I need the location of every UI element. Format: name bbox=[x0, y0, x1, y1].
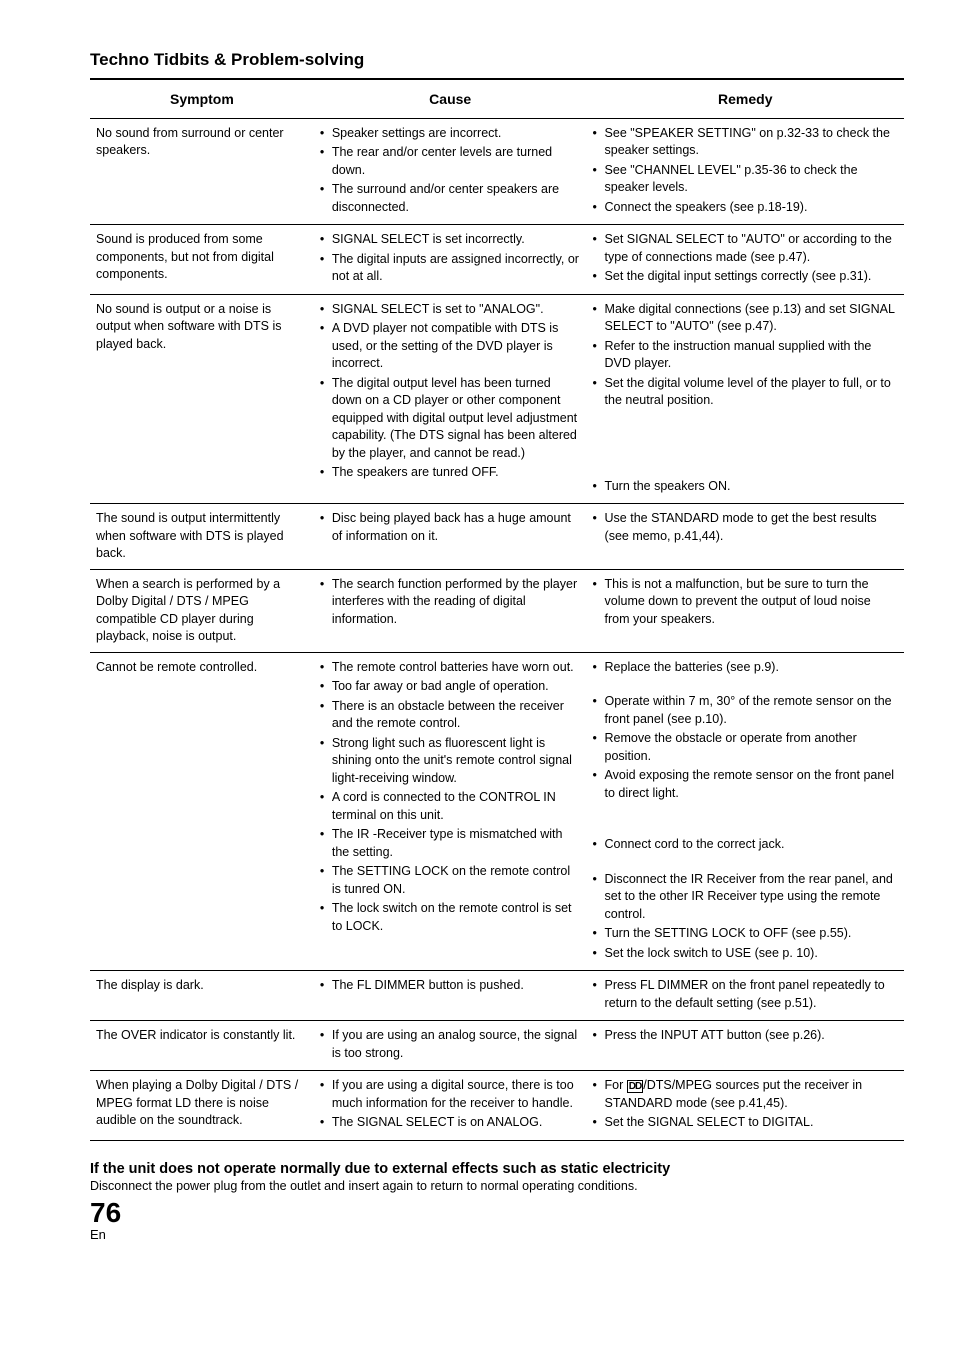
page-number: 76 bbox=[90, 1199, 904, 1227]
troubleshooting-table: Symptom Cause Remedy No sound from surro… bbox=[90, 80, 904, 1141]
list-item: Remove the obstacle or operate from anot… bbox=[593, 730, 898, 765]
list-item: If you are using an analog source, the s… bbox=[320, 1027, 581, 1062]
list-item: Replace the batteries (see p.9). bbox=[593, 659, 898, 677]
list-item: SIGNAL SELECT is set to "ANALOG". bbox=[320, 301, 581, 319]
cause-cell: Speaker settings are incorrect.The rear … bbox=[314, 118, 587, 225]
list-item: For DD/DTS/MPEG sources put the receiver… bbox=[593, 1077, 898, 1112]
list-item: Set the digital volume level of the play… bbox=[593, 375, 898, 410]
symptom-cell: Cannot be remote controlled. bbox=[90, 652, 314, 971]
cause-cell: The search function performed by the pla… bbox=[314, 569, 587, 652]
col-cause: Cause bbox=[314, 80, 587, 118]
list-item: The IR -Receiver type is mismatched with… bbox=[320, 826, 581, 861]
list-item: The SETTING LOCK on the remote control i… bbox=[320, 863, 581, 898]
symptom-cell: When a search is performed by a Dolby Di… bbox=[90, 569, 314, 652]
list-item: Turn the speakers ON. bbox=[593, 478, 898, 496]
list-item: The digital output level has been turned… bbox=[320, 375, 581, 463]
symptom-cell: The display is dark. bbox=[90, 971, 314, 1021]
remedy-cell: See "SPEAKER SETTING" on p.32-33 to chec… bbox=[587, 118, 904, 225]
cause-cell: Disc being played back has a huge amount… bbox=[314, 504, 587, 570]
remedy-cell: Set SIGNAL SELECT to "AUTO" or according… bbox=[587, 225, 904, 295]
remedy-cell: Use the STANDARD mode to get the best re… bbox=[587, 504, 904, 570]
list-item: A cord is connected to the CONTROL IN te… bbox=[320, 789, 581, 824]
col-symptom: Symptom bbox=[90, 80, 314, 118]
list-item: The rear and/or center levels are turned… bbox=[320, 144, 581, 179]
list-item: Speaker settings are incorrect. bbox=[320, 125, 581, 143]
remedy-cell: Press FL DIMMER on the front panel repea… bbox=[587, 971, 904, 1021]
remedy-cell: Replace the batteries (see p.9). Operate … bbox=[587, 652, 904, 971]
list-item: Strong light such as fluorescent light i… bbox=[320, 735, 581, 788]
remedy-cell: This is not a malfunction, but be sure t… bbox=[587, 569, 904, 652]
symptom-cell: The sound is output intermittently when … bbox=[90, 504, 314, 570]
list-item: Avoid exposing the remote sensor on the … bbox=[593, 767, 898, 802]
list-item: A DVD player not compatible with DTS is … bbox=[320, 320, 581, 373]
list-item: The FL DIMMER button is pushed. bbox=[320, 977, 581, 995]
symptom-cell: The OVER indicator is constantly lit. bbox=[90, 1021, 314, 1071]
page-block: 76 En bbox=[90, 1199, 904, 1242]
table-row: Sound is produced from some components, … bbox=[90, 225, 904, 295]
list-item: The digital inputs are assigned incorrec… bbox=[320, 251, 581, 286]
list-item: There is an obstacle between the receive… bbox=[320, 698, 581, 733]
remedy-cell: Make digital connections (see p.13) and … bbox=[587, 294, 904, 504]
footnote-text: Disconnect the power plug from the outle… bbox=[90, 1179, 904, 1193]
section-title: Techno Tidbits & Problem-solving bbox=[90, 50, 904, 80]
list-item: Connect cord to the correct jack. bbox=[593, 836, 898, 854]
list-item: Set SIGNAL SELECT to "AUTO" or according… bbox=[593, 231, 898, 266]
list-item: See "SPEAKER SETTING" on p.32-33 to chec… bbox=[593, 125, 898, 160]
table-row: The display is dark. The FL DIMMER button… bbox=[90, 971, 904, 1021]
symptom-cell: Sound is produced from some components, … bbox=[90, 225, 314, 295]
symptom-cell: No sound from surround or center speaker… bbox=[90, 118, 314, 225]
symptom-cell: When playing a Dolby Digital / DTS / MPE… bbox=[90, 1071, 314, 1141]
col-remedy: Remedy bbox=[587, 80, 904, 118]
cause-cell: SIGNAL SELECT is set incorrectly. The dig… bbox=[314, 225, 587, 295]
list-item: Refer to the instruction manual supplied… bbox=[593, 338, 898, 373]
list-item: Make digital connections (see p.13) and … bbox=[593, 301, 898, 336]
remedy-cell: For DD/DTS/MPEG sources put the receiver… bbox=[587, 1071, 904, 1141]
cause-cell: The FL DIMMER button is pushed. bbox=[314, 971, 587, 1021]
footnote-title: If the unit does not operate normally du… bbox=[90, 1161, 904, 1177]
list-item: Press FL DIMMER on the front panel repea… bbox=[593, 977, 898, 1012]
table-row: The sound is output intermittently when … bbox=[90, 504, 904, 570]
list-item: Press the INPUT ATT button (see p.26). bbox=[593, 1027, 898, 1045]
list-item: This is not a malfunction, but be sure t… bbox=[593, 576, 898, 629]
list-item: The lock switch on the remote control is… bbox=[320, 900, 581, 935]
list-item: Turn the SETTING LOCK to OFF (see p.55). bbox=[593, 925, 898, 943]
table-row: No sound is output or a noise is output … bbox=[90, 294, 904, 504]
list-item: See "CHANNEL LEVEL" p.35-36 to check the… bbox=[593, 162, 898, 197]
cause-cell: SIGNAL SELECT is set to "ANALOG".A DVD p… bbox=[314, 294, 587, 504]
remedy-cell: Press the INPUT ATT button (see p.26). bbox=[587, 1021, 904, 1071]
list-item: Set the lock switch to USE (see p. 10). bbox=[593, 945, 898, 963]
list-item: Use the STANDARD mode to get the best re… bbox=[593, 510, 898, 545]
table-row: No sound from surround or center speaker… bbox=[90, 118, 904, 225]
list-item: Too far away or bad angle of operation. bbox=[320, 678, 581, 696]
table-row: The OVER indicator is constantly lit.If … bbox=[90, 1021, 904, 1071]
list-item: The remote control batteries have worn o… bbox=[320, 659, 581, 677]
dolby-icon: DD bbox=[627, 1080, 643, 1093]
list-item: If you are using a digital source, there… bbox=[320, 1077, 581, 1112]
cause-cell: The remote control batteries have worn o… bbox=[314, 652, 587, 971]
list-item: Set the digital input settings correctly… bbox=[593, 268, 898, 286]
cause-cell: If you are using a digital source, there… bbox=[314, 1071, 587, 1141]
table-row: When playing a Dolby Digital / DTS / MPE… bbox=[90, 1071, 904, 1141]
list-item: The surround and/or center speakers are … bbox=[320, 181, 581, 216]
table-row: Cannot be remote controlled. The remote c… bbox=[90, 652, 904, 971]
list-item: Connect the speakers (see p.18-19). bbox=[593, 199, 898, 217]
list-item: SIGNAL SELECT is set incorrectly. bbox=[320, 231, 581, 249]
list-item: Set the SIGNAL SELECT to DIGITAL. bbox=[593, 1114, 898, 1132]
cause-cell: If you are using an analog source, the s… bbox=[314, 1021, 587, 1071]
symptom-cell: No sound is output or a noise is output … bbox=[90, 294, 314, 504]
list-item: The speakers are tunred OFF. bbox=[320, 464, 581, 482]
list-item: Disc being played back has a huge amount… bbox=[320, 510, 581, 545]
list-item: The SIGNAL SELECT is on ANALOG. bbox=[320, 1114, 581, 1132]
page-lang: En bbox=[90, 1227, 904, 1242]
list-item: Disconnect the IR Receiver from the rear… bbox=[593, 871, 898, 924]
list-item: Operate within 7 m, 30° of the remote se… bbox=[593, 693, 898, 728]
list-item: The search function performed by the pla… bbox=[320, 576, 581, 629]
table-row: When a search is performed by a Dolby Di… bbox=[90, 569, 904, 652]
